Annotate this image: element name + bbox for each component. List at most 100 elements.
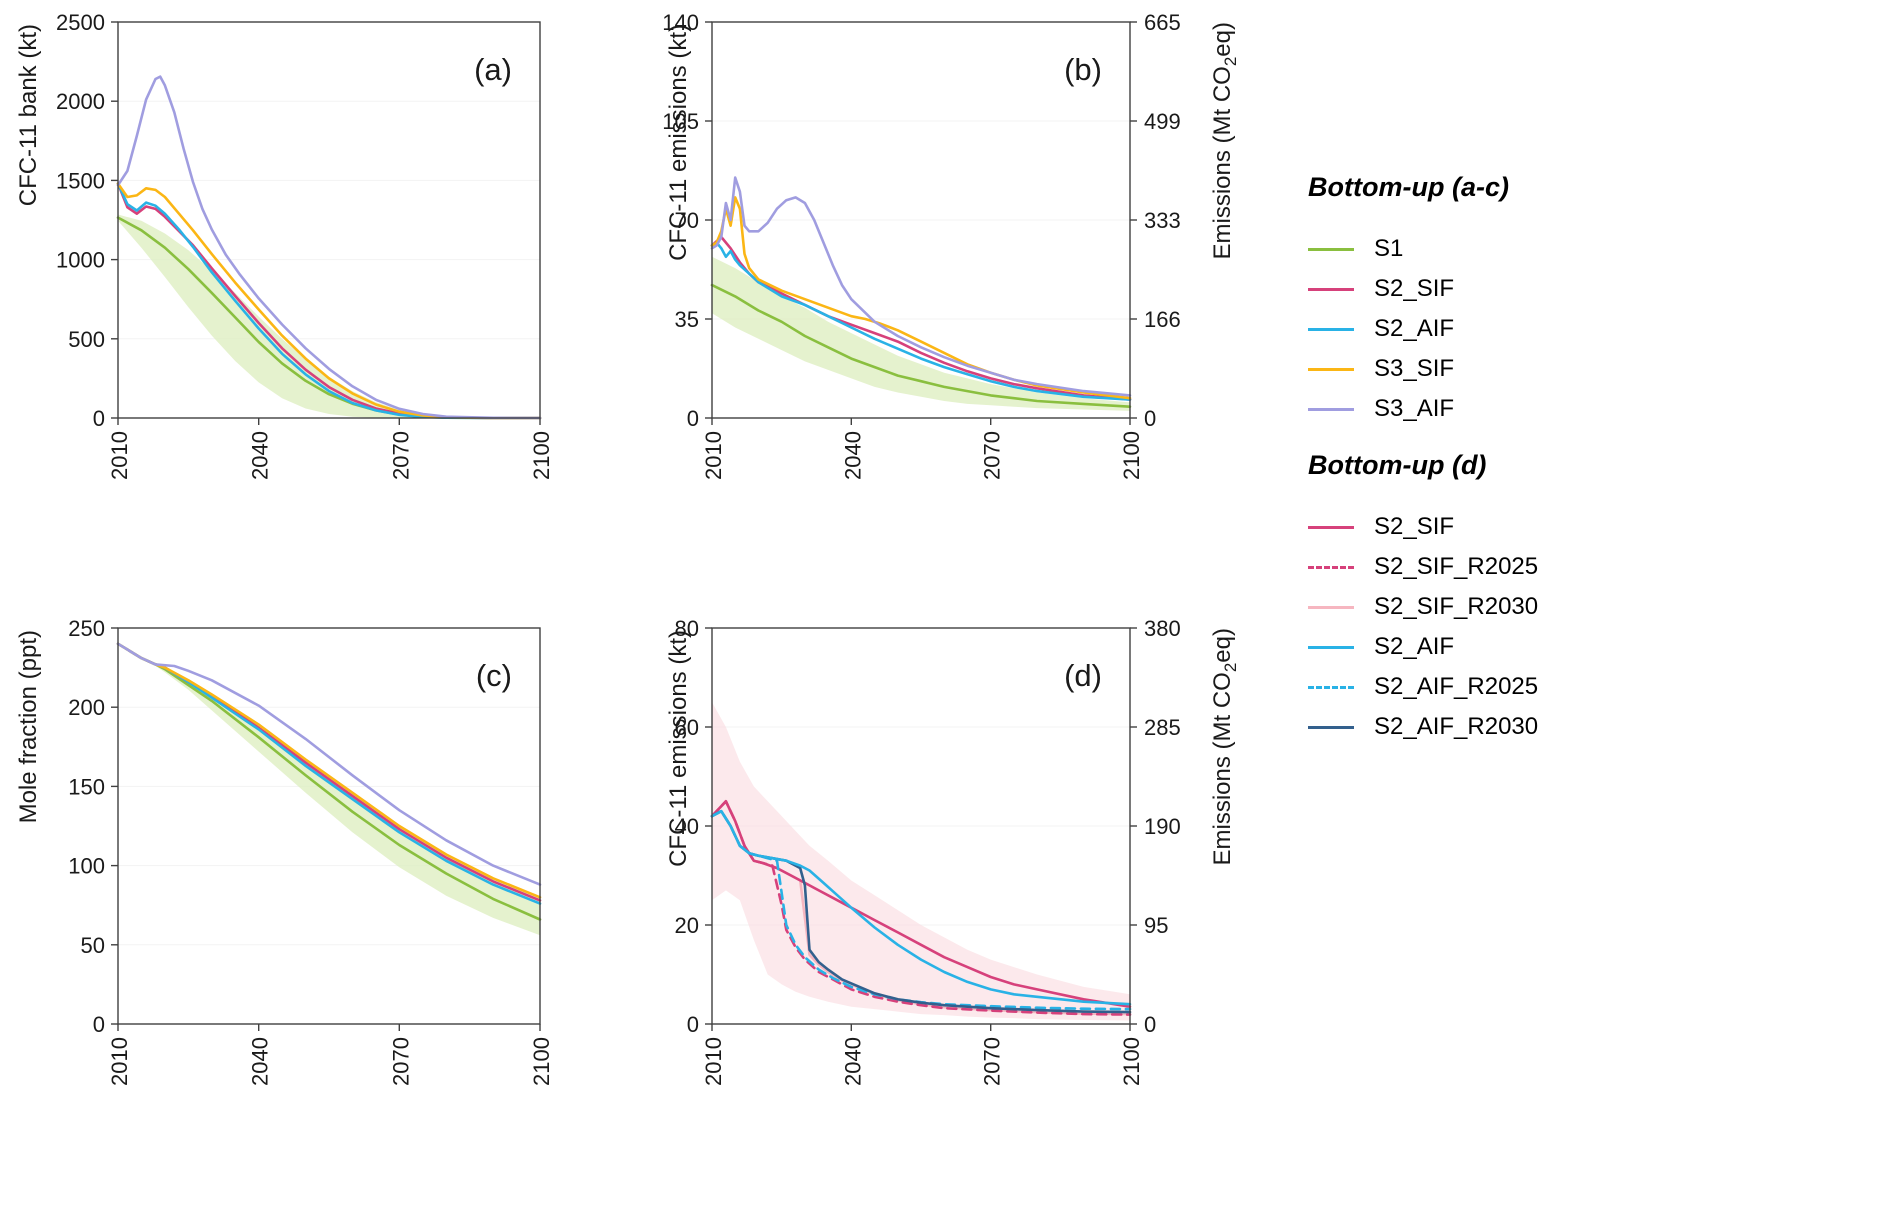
x-tick-label: 2100 — [529, 431, 554, 480]
x-tick-label: 2070 — [388, 1037, 413, 1086]
y-tick-label: 50 — [81, 933, 105, 958]
legend-title-a-c: Bottom-up (a-c) — [1308, 172, 1509, 202]
legend-item-S2_SIF: S2_SIF — [1308, 269, 1868, 309]
series-line-S2_AIF_R2025 — [710, 809, 1132, 1011]
legend-item-label: S2_SIF — [1374, 275, 1455, 302]
legend-item-S2_AIF: S2_AIF — [1308, 309, 1868, 349]
y-tick-label: 200 — [68, 695, 105, 720]
y-tick-label: 105 — [662, 109, 699, 134]
series-line-S1 — [710, 283, 1132, 409]
y-tick-label: 0 — [93, 406, 105, 431]
legend-item-label: S2_AIF_R2030 — [1374, 713, 1539, 740]
legend-bottom-up-a-c: Bottom-up (a-c) S1 S2_SIF S2_AIF S3_SIF S3_A… — [1308, 172, 1868, 429]
legend-item-label: S2_SIF — [1374, 513, 1455, 540]
x-tick-label: 2040 — [248, 1037, 273, 1086]
x-tick-label: 2100 — [1119, 431, 1144, 480]
x-tick-label: 2040 — [840, 431, 865, 480]
legend-title-d: Bottom-up (d) — [1308, 450, 1487, 480]
legend-line-swatch — [1308, 287, 1354, 291]
uncertainty-band-d — [712, 702, 1130, 1021]
panel-letter-label: (a) — [474, 52, 512, 87]
y-tick-label: 100 — [68, 854, 105, 879]
right-y-tick-label: 95 — [1144, 913, 1168, 938]
panel-letter-label: (d) — [1064, 658, 1102, 693]
right-y-tick-label: 285 — [1144, 715, 1181, 740]
y-tick-label: 250 — [68, 616, 105, 641]
right-y-tick-label: 665 — [1144, 10, 1181, 35]
y-tick-label: 35 — [675, 307, 699, 332]
y-tick-label: 140 — [662, 10, 699, 35]
legend-item-label: S2_AIF — [1374, 633, 1455, 660]
right-y-tick-label: 0 — [1144, 1012, 1156, 1037]
panel-c-chart: 0 50 100 150 200 250 2010 2040 2070 2100 Mole frac… — [15, 616, 554, 1086]
y-tick-label: 80 — [675, 616, 699, 641]
right-y-tick-label: 333 — [1144, 208, 1181, 233]
legend-item-S2_SIF: S2_SIF — [1308, 507, 1868, 547]
legend-item-S2_SIF_R2025: S2_SIF_R2025 — [1308, 547, 1868, 587]
legend-item-label: S1 — [1374, 235, 1404, 262]
x-tick-label: 2010 — [701, 431, 726, 480]
y-tick-label: 2500 — [56, 10, 105, 35]
y-tick-label: 500 — [68, 327, 105, 352]
legend-line-swatch — [1308, 327, 1354, 331]
legend-line-swatch — [1308, 247, 1354, 251]
legend-item-label: S2_SIF_R2030 — [1374, 593, 1539, 620]
legend-item-label: S2_AIF_R2025 — [1374, 673, 1539, 700]
y-tick-label: 0 — [687, 406, 699, 431]
y-axis-title: CFC-11 emissions (kt) — [665, 24, 692, 261]
y-tick-label: 0 — [93, 1012, 105, 1037]
legend-item-label: S2_SIF_R2025 — [1374, 553, 1539, 580]
right-y-tick-label: 190 — [1144, 814, 1181, 839]
legend-line-swatch — [1308, 407, 1354, 411]
legend-line-swatch — [1308, 685, 1354, 689]
uncertainty-band-c — [118, 643, 540, 936]
plot-border — [117, 21, 541, 419]
right-y-tick-label: 499 — [1144, 109, 1181, 134]
legend-line-swatch — [1308, 367, 1354, 371]
y-tick-label: 20 — [675, 913, 699, 938]
legend-line-swatch — [1308, 725, 1354, 729]
x-tick-label: 2070 — [388, 431, 413, 480]
y-tick-label: 0 — [687, 1012, 699, 1037]
y-tick-label: 150 — [68, 774, 105, 799]
y-tick-label: 70 — [675, 208, 699, 233]
x-tick-label: 2040 — [248, 431, 273, 480]
series-line-S3_AIF — [710, 176, 1132, 397]
legend-line-swatch — [1308, 565, 1354, 569]
x-tick-label: 2040 — [840, 1037, 865, 1086]
y-tick-label: 1500 — [56, 168, 105, 193]
legend-item-label: S3_SIF — [1374, 355, 1455, 382]
panel-a-chart: 0 500 1000 1500 2000 2500 2010 2040 2070 2100 CFC-… — [15, 10, 554, 480]
series-line-S2_AIF — [710, 809, 1132, 1006]
plot-border — [117, 627, 541, 1025]
legend-item-label: S3_AIF — [1374, 395, 1455, 422]
series-line-S2_AIF — [116, 182, 542, 420]
x-tick-label: 2010 — [107, 1037, 132, 1086]
legend-item-label: S2_AIF — [1374, 315, 1455, 342]
right-axis-title: Emissions (Mt CO2eq) — [1209, 22, 1240, 260]
legend-line-swatch — [1308, 605, 1354, 609]
y-axis-title: Mole fraction (ppt) — [15, 630, 42, 823]
series-line-S3_AIF — [116, 75, 542, 420]
right-axis-title: Emissions (Mt CO2eq) — [1209, 628, 1240, 866]
right-y-tick-label: 166 — [1144, 307, 1181, 332]
series-line-S2_SIF — [710, 800, 1132, 1009]
legend-items-d: S2_SIF S2_SIF_R2025 S2_SIF_R2030 S2_AIF S2_A… — [1308, 507, 1868, 747]
y-axis-title: CFC-11 bank (kt) — [15, 24, 42, 206]
legend-item-S1: S1 — [1308, 229, 1868, 269]
panel-letter-label: (c) — [476, 658, 512, 693]
panel-b-chart: 0 35 70 105 140 0 166 333 499 665 2010 2040 2070 2100… — [662, 10, 1240, 480]
y-tick-label: 40 — [675, 814, 699, 839]
series-line-S2_AIF — [710, 241, 1132, 401]
x-tick-label: 2100 — [1119, 1037, 1144, 1086]
legend-line-swatch — [1308, 645, 1354, 649]
right-y-tick-label: 0 — [1144, 406, 1156, 431]
legend-items-a-c: S1 S2_SIF S2_AIF S3_SIF S3_AIF — [1308, 229, 1868, 429]
legend-line-swatch — [1308, 525, 1354, 529]
legend-item-S2_AIF_R2025: S2_AIF_R2025 — [1308, 667, 1868, 707]
y-axis-title: CFC-11 emissions (kt) — [665, 630, 692, 867]
legend-item-S2_AIF_R2030: S2_AIF_R2030 — [1308, 707, 1868, 747]
x-tick-label: 2070 — [980, 431, 1005, 480]
